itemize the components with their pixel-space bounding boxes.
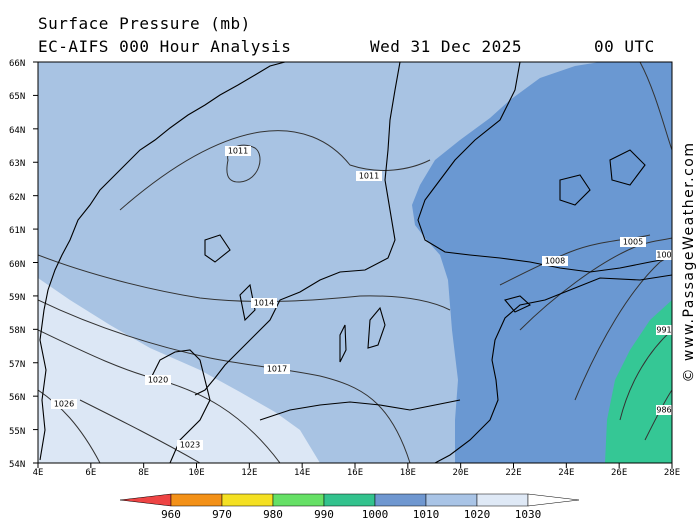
coastline-baltics: [434, 274, 672, 463]
lake-finland-2: [609, 149, 646, 186]
island-oland: [339, 324, 347, 363]
colorbar-segment: [272, 493, 325, 507]
svg-text:991: 991: [656, 326, 671, 335]
lake-vanern: [204, 234, 231, 263]
lat-label: 55N: [9, 426, 26, 437]
pressure-band-1020-1030: [38, 278, 320, 463]
colorbar-segment: [323, 493, 376, 507]
isobar-label: 1020: [145, 375, 171, 385]
isobar-1005: [519, 237, 672, 331]
lon-label: 20E: [452, 468, 469, 478]
colorbar-label: 1030: [514, 508, 542, 521]
isobar-label: 1023: [177, 440, 203, 450]
isobar-label: 991: [656, 325, 672, 335]
lat-label: 66N: [9, 59, 26, 69]
isobar-label: 1008: [542, 256, 568, 266]
lat-label: 61N: [9, 226, 26, 237]
colorbar-label: 1020: [463, 508, 491, 521]
isobar-label: 1005: [620, 237, 646, 247]
colorbar-label: 960: [161, 508, 181, 521]
lat-label: 54N: [9, 460, 26, 470]
svg-text:1023: 1023: [180, 441, 200, 450]
lon-label: 4E: [32, 468, 44, 478]
pressure-band-990-1000: [605, 300, 672, 463]
lat-label: 65N: [9, 92, 26, 103]
svg-text:1011: 1011: [228, 147, 248, 156]
lon-label: 22E: [505, 468, 522, 478]
colorbar-segment: [527, 493, 580, 507]
isobar-label: 986: [656, 405, 672, 415]
colorbar-segment: [221, 493, 274, 507]
colorbar-segment: [170, 493, 223, 507]
lat-label: 56N: [9, 393, 26, 404]
isobar-label: 1011: [356, 171, 382, 181]
colorbar-segment: [119, 493, 172, 507]
lon-label: 28E: [663, 468, 681, 478]
svg-text:1020: 1020: [148, 376, 168, 385]
coastline-norway: [39, 62, 286, 461]
isobar-label: 1026: [51, 399, 77, 409]
isobar-1002: [574, 254, 672, 401]
lon-label: 24E: [558, 468, 575, 478]
lake-finland: [559, 174, 591, 206]
lat-label: 62N: [9, 192, 26, 203]
lake-vattern: [239, 283, 256, 322]
lon-label: 8E: [138, 468, 150, 478]
lon-label: 6E: [85, 468, 97, 478]
lat-label: 58N: [9, 326, 26, 337]
isobar-999: [619, 329, 672, 421]
svg-text:1017: 1017: [267, 365, 287, 374]
colorbar-segment: [374, 493, 427, 507]
lat-label: 57N: [9, 359, 26, 370]
lat-label: 60N: [9, 259, 26, 270]
isobar-label: 100: [656, 250, 672, 260]
isobar-1023: [79, 399, 201, 463]
colorbar-label: 1000: [361, 508, 389, 521]
isobar-1026: [38, 389, 101, 463]
isobar-label: 1017: [264, 364, 290, 374]
svg-text:1011: 1011: [359, 172, 379, 181]
isobar-north-east: [639, 62, 672, 151]
lat-label: 59N: [9, 292, 26, 303]
lon-label: 12E: [241, 468, 258, 478]
isobar-label: 1011: [225, 146, 251, 156]
island-gotland: [367, 306, 386, 349]
coastline-denmark: [149, 349, 211, 463]
lon-label: 10E: [188, 468, 205, 478]
svg-text:986: 986: [656, 406, 671, 415]
lon-label: 18E: [399, 468, 416, 478]
map-title: Surface Pressure (mb): [38, 14, 251, 33]
lon-label: 14E: [294, 468, 311, 478]
colorbar-label: 990: [314, 508, 334, 521]
coastline-sweden: [194, 62, 401, 396]
svg-text:1008: 1008: [545, 257, 565, 266]
svg-text:1026: 1026: [54, 400, 74, 409]
lat-label: 64N: [9, 125, 26, 136]
isobar-1017: [38, 299, 411, 463]
valid-time: 00 UTC: [594, 37, 655, 56]
lon-label: 26E: [611, 468, 628, 478]
svg-text:100: 100: [656, 251, 671, 260]
map-subtitle: EC-AIFS 000 Hour Analysis: [38, 37, 292, 56]
isobar-label: 1014: [251, 298, 277, 308]
colorbar-label: 970: [212, 508, 232, 521]
colorbar: [119, 493, 580, 507]
coastline-finland: [417, 62, 672, 273]
island-saaremaa: [504, 295, 531, 313]
colorbar-label: 980: [263, 508, 283, 521]
lat-label: 63N: [9, 159, 26, 170]
isobar-1011-north: [119, 130, 431, 211]
valid-date: Wed 31 Dec 2025: [370, 37, 522, 56]
svg-text:1005: 1005: [623, 238, 643, 247]
svg-text:1014: 1014: [254, 299, 274, 308]
colorbar-segment: [476, 493, 529, 507]
coastline-poland: [259, 399, 461, 421]
credit-text: © www.PassageWeather.com: [681, 141, 697, 383]
colorbar-segment: [425, 493, 478, 507]
colorbar-label: 1010: [412, 508, 440, 521]
lon-label: 16E: [346, 468, 364, 478]
